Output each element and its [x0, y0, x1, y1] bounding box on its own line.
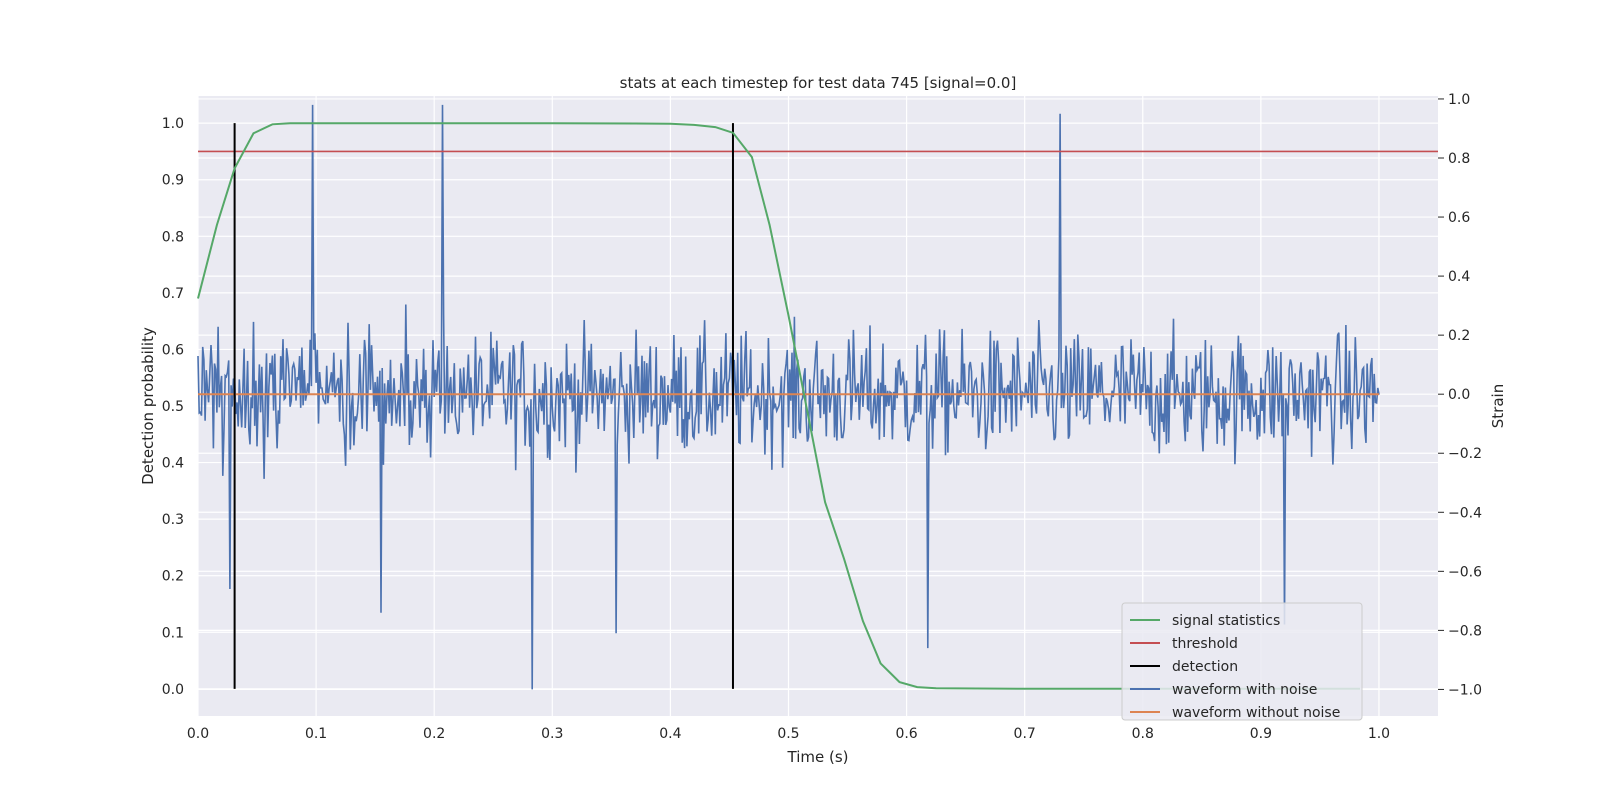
legend: signal statistics threshold detection wavef… — [1121, 602, 1363, 721]
x-tick-label: 0.7 — [1014, 726, 1036, 742]
y-right-tick-label: −0.8 — [1448, 623, 1482, 639]
y-axis-label-right: Strain — [1489, 384, 1507, 428]
y-left-tick-label: 0.9 — [162, 173, 184, 189]
y-right-tick-label: 0.8 — [1448, 151, 1470, 167]
legend-label: detection — [1172, 659, 1238, 675]
x-tick-label: 0.0 — [187, 726, 209, 742]
y-left-tick-label: 0.3 — [162, 512, 184, 528]
y-right-tick-label: 1.0 — [1448, 92, 1470, 108]
y-left-tick-label: 1.0 — [162, 116, 184, 132]
x-tick-label: 0.9 — [1250, 726, 1272, 742]
x-tick-label: 0.2 — [423, 726, 445, 742]
legend-label: signal statistics — [1172, 613, 1280, 629]
legend-label: waveform with noise — [1172, 682, 1317, 698]
y-left-tick-label: 0.4 — [162, 456, 184, 472]
x-tick-label: 0.1 — [305, 726, 327, 742]
y-right-tick-label: 0.0 — [1448, 387, 1470, 403]
y-left-tick-label: 0.5 — [162, 399, 184, 415]
y-right-tick-label: −0.2 — [1448, 446, 1482, 462]
x-axis-label: Time (s) — [787, 748, 849, 766]
y-right-tick-label: 0.4 — [1448, 269, 1470, 285]
x-tick-label: 1.0 — [1368, 726, 1390, 742]
y-right-tick-label: 0.6 — [1448, 210, 1470, 226]
x-tick-labels: 0.0 0.1 0.2 0.3 0.4 0.5 0.6 0.7 0.8 0.9 1.0 — [187, 726, 1390, 742]
x-tick-label: 0.4 — [659, 726, 681, 742]
x-tick-label: 0.3 — [541, 726, 563, 742]
y-right-tick-label: −0.6 — [1448, 564, 1482, 580]
y-left-tick-label: 0.8 — [162, 229, 184, 245]
x-tick-label: 0.5 — [777, 726, 799, 742]
y-right-tick-label: −1.0 — [1448, 682, 1482, 698]
y-left-tick-label: 0.7 — [162, 286, 184, 302]
y-left-tick-label: 0.1 — [162, 625, 184, 641]
y-axis-label-left: Detection probability — [139, 327, 157, 485]
series-layer — [197, 104, 1438, 690]
chart-title: stats at each timestep for test data 745… — [620, 74, 1017, 92]
y-left-tick-label: 0.0 — [162, 682, 184, 698]
signal-statistics-line — [197, 122, 1361, 690]
x-tick-label: 0.8 — [1132, 726, 1154, 742]
x-tick-label: 0.6 — [895, 726, 917, 742]
legend-label: waveform without noise — [1172, 705, 1340, 721]
y-left-tick-labels: 0.0 0.1 0.2 0.3 0.4 0.5 0.6 0.7 0.8 0.9 1.0 — [162, 116, 184, 698]
y-right-tick-label: 0.2 — [1448, 328, 1470, 344]
legend-label: threshold — [1172, 636, 1238, 652]
y-left-tick-label: 0.6 — [162, 342, 184, 358]
y-left-tick-label: 0.2 — [162, 569, 184, 585]
y-right-tick-label: −0.4 — [1448, 505, 1482, 521]
legend-box — [1121, 602, 1363, 721]
y-right-tick-labels: −1.0 −0.8 −0.6 −0.4 −0.2 0.0 0.2 0.4 0.6 0.8 1.0 — [1438, 92, 1482, 698]
